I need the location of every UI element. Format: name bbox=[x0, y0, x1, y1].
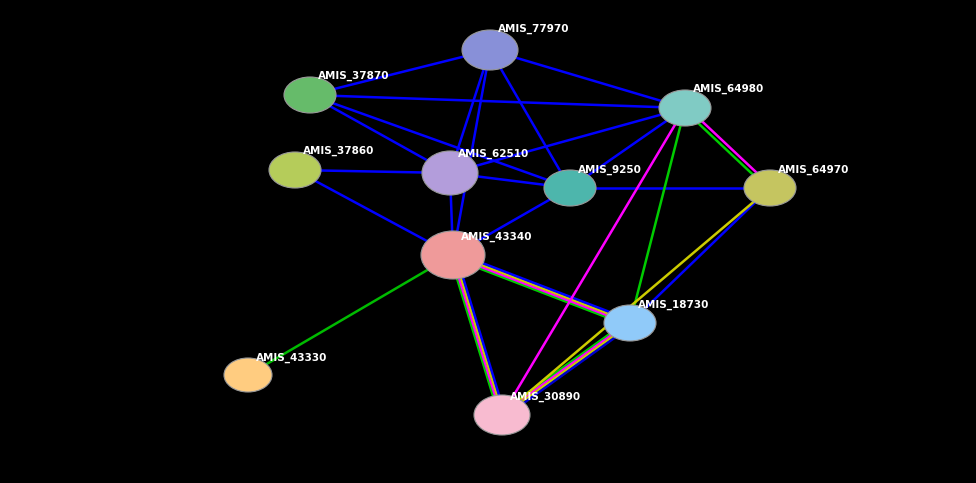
Text: AMIS_43340: AMIS_43340 bbox=[461, 232, 533, 242]
Ellipse shape bbox=[422, 151, 478, 195]
Ellipse shape bbox=[659, 90, 711, 126]
Ellipse shape bbox=[744, 170, 796, 206]
Ellipse shape bbox=[269, 152, 321, 188]
Text: AMIS_43330: AMIS_43330 bbox=[256, 353, 327, 363]
Text: AMIS_64980: AMIS_64980 bbox=[693, 84, 764, 94]
Text: AMIS_77970: AMIS_77970 bbox=[498, 24, 570, 34]
Text: AMIS_37860: AMIS_37860 bbox=[303, 146, 375, 156]
Ellipse shape bbox=[224, 358, 272, 392]
Ellipse shape bbox=[462, 30, 518, 70]
Text: AMIS_18730: AMIS_18730 bbox=[638, 300, 710, 310]
Text: AMIS_62510: AMIS_62510 bbox=[458, 149, 529, 159]
Ellipse shape bbox=[474, 395, 530, 435]
Ellipse shape bbox=[544, 170, 596, 206]
Text: AMIS_9250: AMIS_9250 bbox=[578, 165, 642, 175]
Ellipse shape bbox=[421, 231, 485, 279]
Ellipse shape bbox=[284, 77, 336, 113]
Ellipse shape bbox=[604, 305, 656, 341]
Text: AMIS_37870: AMIS_37870 bbox=[318, 71, 389, 81]
Text: AMIS_30890: AMIS_30890 bbox=[510, 392, 581, 402]
Text: AMIS_64970: AMIS_64970 bbox=[778, 165, 849, 175]
